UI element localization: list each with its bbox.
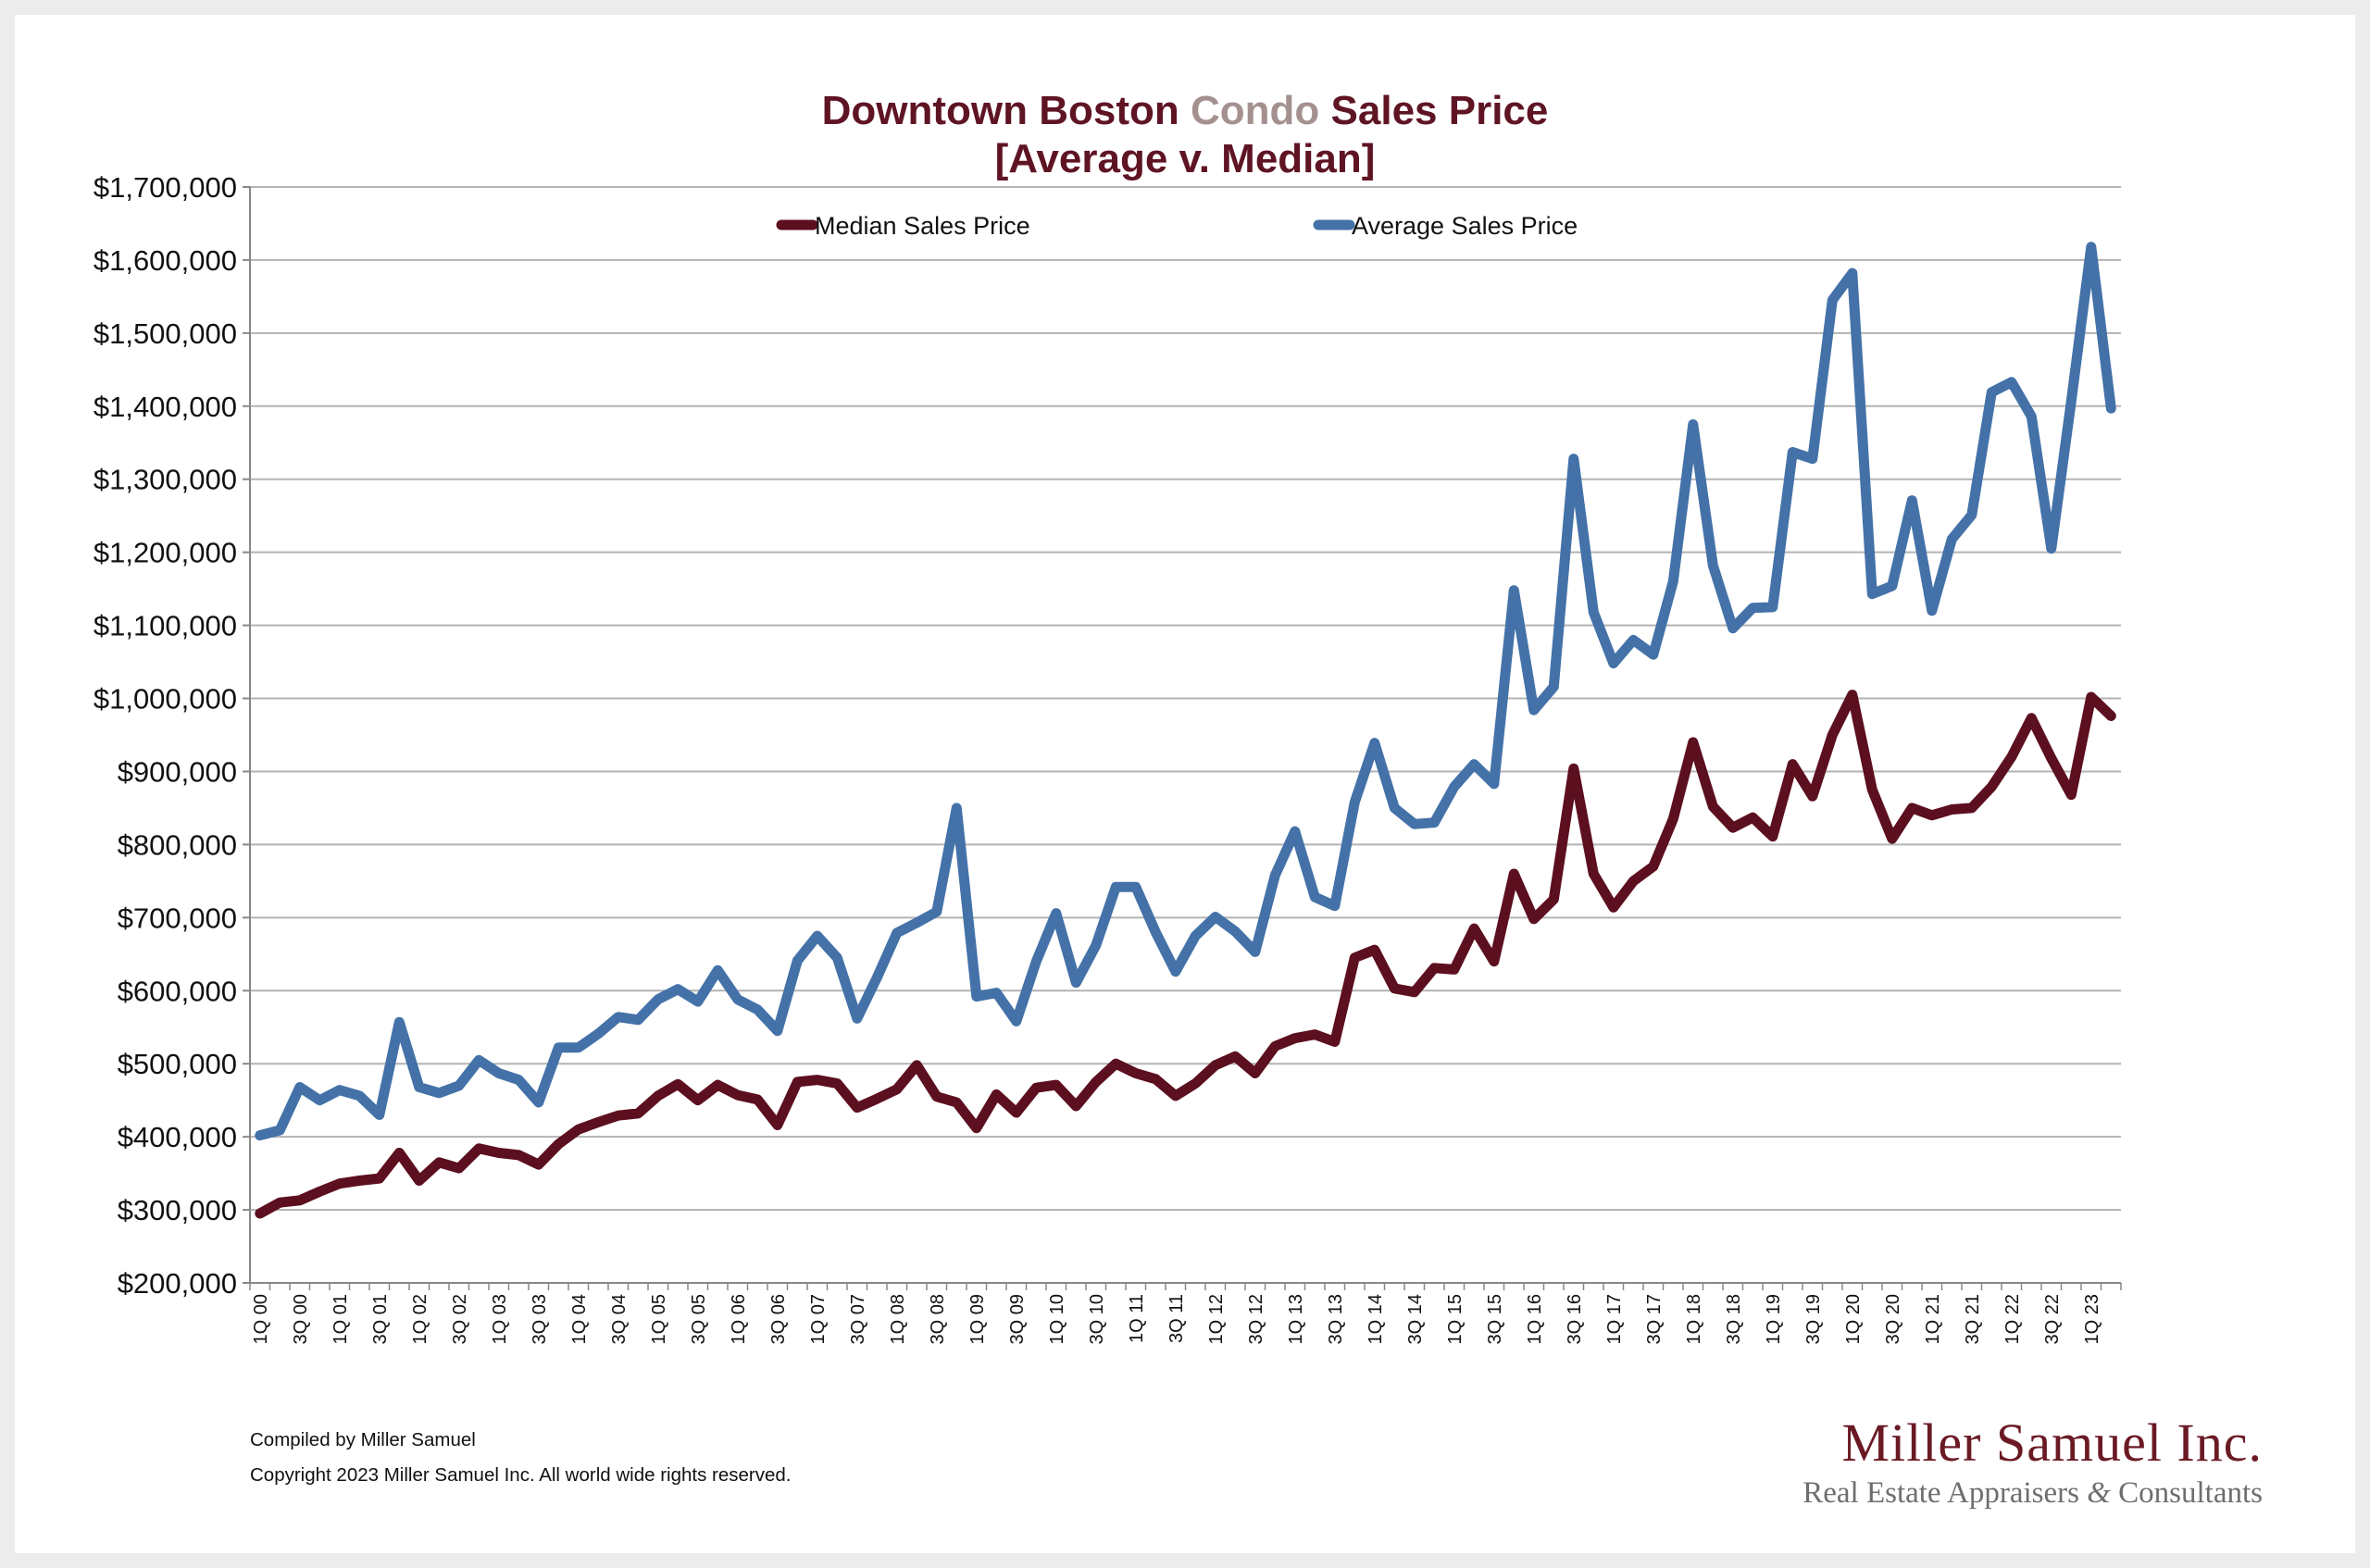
- chart-title: Downtown Boston Condo Sales Price [Avera…: [15, 87, 2355, 183]
- x-tick-label: 1Q 06: [729, 1294, 749, 1344]
- x-tick-label: 3Q 10: [1087, 1294, 1107, 1344]
- x-tick-label: 1Q 13: [1286, 1294, 1306, 1344]
- x-tick-label: 1Q 21: [1923, 1294, 1943, 1344]
- grid-lines: [250, 186, 2121, 1284]
- y-tick-label: $1,100,000: [94, 610, 237, 642]
- x-tick-label: 3Q 11: [1166, 1294, 1187, 1343]
- x-tick-label: 3Q 21: [1963, 1294, 1983, 1344]
- copyright-text: Copyright 2023 Miller Samuel Inc. All wo…: [250, 1464, 792, 1486]
- chart-page: Downtown Boston Condo Sales Price [Avera…: [15, 15, 2355, 1553]
- x-tick-label: 3Q 22: [2042, 1294, 2063, 1344]
- x-tick-label: 1Q 19: [1764, 1294, 1784, 1344]
- x-tick-label: 1Q 23: [2082, 1294, 2102, 1344]
- line-chart: $200,000 $300,000 $400,000 $500,000 $600,000…: [94, 171, 2122, 1344]
- x-tick-label: 3Q 03: [530, 1294, 550, 1344]
- legend-label: Median Sales Price: [815, 212, 1030, 240]
- title-accent-condo: Condo: [1191, 88, 1320, 133]
- x-tick-label: 1Q 17: [1604, 1294, 1625, 1344]
- y-tick-label: $400,000: [118, 1121, 237, 1153]
- x-tick-label: 1Q 16: [1525, 1294, 1545, 1344]
- logo-tagline-part-2: Consultants: [2110, 1476, 2263, 1510]
- logo-tagline-part-1: Real Estate Appraisers: [1802, 1476, 2088, 1510]
- x-axis: 1Q 00 3Q 00 1Q 01 3Q 01 1Q 02 3Q 02 1Q 03 3Q 03…: [249, 187, 2122, 1344]
- y-tick-label: $200,000: [118, 1267, 237, 1300]
- x-tick-label: 3Q 14: [1405, 1294, 1426, 1344]
- y-tick-label: $900,000: [118, 755, 237, 788]
- y-tick-label: $1,400,000: [94, 391, 237, 423]
- x-tick-label: 3Q 06: [768, 1294, 789, 1344]
- title-part-1: Downtown Boston: [821, 88, 1191, 133]
- y-tick-label: $1,700,000: [94, 171, 237, 204]
- legend: Median Sales Price Average Sales Price: [776, 212, 1578, 240]
- x-tick-label: 1Q 12: [1206, 1294, 1227, 1344]
- y-tick-label: $1,600,000: [94, 244, 237, 277]
- x-tick-label: 1Q 18: [1684, 1294, 1704, 1344]
- x-tick-label: 3Q 08: [928, 1294, 948, 1344]
- x-tick-label: 3Q 18: [1724, 1294, 1744, 1344]
- x-tick-label: 1Q 20: [1843, 1294, 1864, 1344]
- x-tick-label: 1Q 09: [967, 1294, 988, 1344]
- x-tick-label: 1Q 14: [1366, 1294, 1386, 1344]
- y-tick-label: $1,000,000: [94, 683, 237, 716]
- y-tick-label: $1,200,000: [94, 537, 237, 569]
- y-axis-ticks: $200,000 $300,000 $400,000 $500,000 $600,000…: [94, 171, 250, 1300]
- x-tick-label: 3Q 16: [1565, 1294, 1585, 1344]
- y-tick-label: $800,000: [118, 828, 237, 861]
- x-tick-label: 3Q 09: [1007, 1294, 1028, 1344]
- x-tick-label: 1Q 15: [1445, 1294, 1466, 1344]
- x-tick-label: 3Q 20: [1883, 1294, 1903, 1344]
- x-tick-label: 1Q 11: [1127, 1294, 1147, 1343]
- x-tick-label: 3Q 15: [1485, 1294, 1505, 1344]
- y-tick-label: $500,000: [118, 1048, 237, 1080]
- legend-label: Average Sales Price: [1352, 212, 1578, 240]
- logo-tagline: Real Estate Appraisers & Consultants: [1802, 1474, 2263, 1512]
- x-tick-label: 1Q 03: [490, 1294, 510, 1344]
- logo-tagline-ampersand: &: [2087, 1476, 2111, 1510]
- x-tick-label: 3Q 01: [370, 1294, 391, 1344]
- x-tick-label: 3Q 00: [291, 1294, 311, 1344]
- x-tick-label: 3Q 07: [848, 1294, 868, 1344]
- series-line-average-sales-price: [255, 242, 2116, 1141]
- x-tick-label: 1Q 00: [251, 1294, 271, 1344]
- x-tick-label: 1Q 08: [888, 1294, 908, 1344]
- chart-subtitle: [Average v. Median]: [994, 136, 1376, 181]
- company-logo: Miller Samuel Inc. Real Estate Appraiser…: [1802, 1412, 2263, 1512]
- x-tick-label: 3Q 17: [1644, 1294, 1665, 1344]
- x-tick-label: 3Q 04: [609, 1294, 630, 1344]
- y-tick-label: $1,300,000: [94, 464, 237, 496]
- y-tick-label: $700,000: [118, 902, 237, 934]
- y-tick-label: $300,000: [118, 1194, 237, 1226]
- logo-name: Miller Samuel Inc.: [1841, 1412, 2263, 1473]
- x-tick-label: 3Q 05: [689, 1294, 709, 1344]
- title-part-3: Sales Price: [1319, 88, 1549, 133]
- x-tick-label: 1Q 05: [649, 1294, 669, 1344]
- series-line-median-sales-price: [255, 690, 2116, 1219]
- x-tick-label: 1Q 22: [2002, 1294, 2023, 1344]
- x-tick-label: 3Q 12: [1246, 1294, 1266, 1344]
- compiled-by-text: Compiled by Miller Samuel: [250, 1429, 476, 1450]
- y-tick-label: $600,000: [118, 975, 237, 1007]
- x-tick-label: 1Q 04: [569, 1294, 590, 1344]
- x-tick-label: 3Q 02: [450, 1294, 470, 1344]
- x-tick-label: 1Q 10: [1047, 1294, 1067, 1344]
- x-tick-label: 1Q 07: [808, 1294, 829, 1344]
- y-tick-label: $1,500,000: [94, 317, 237, 350]
- series-lines: [255, 242, 2116, 1219]
- x-tick-label: 3Q 13: [1326, 1294, 1346, 1344]
- x-tick-label: 3Q 19: [1803, 1294, 1824, 1344]
- x-tick-label: 1Q 01: [331, 1294, 351, 1344]
- x-tick-label: 1Q 02: [410, 1294, 430, 1344]
